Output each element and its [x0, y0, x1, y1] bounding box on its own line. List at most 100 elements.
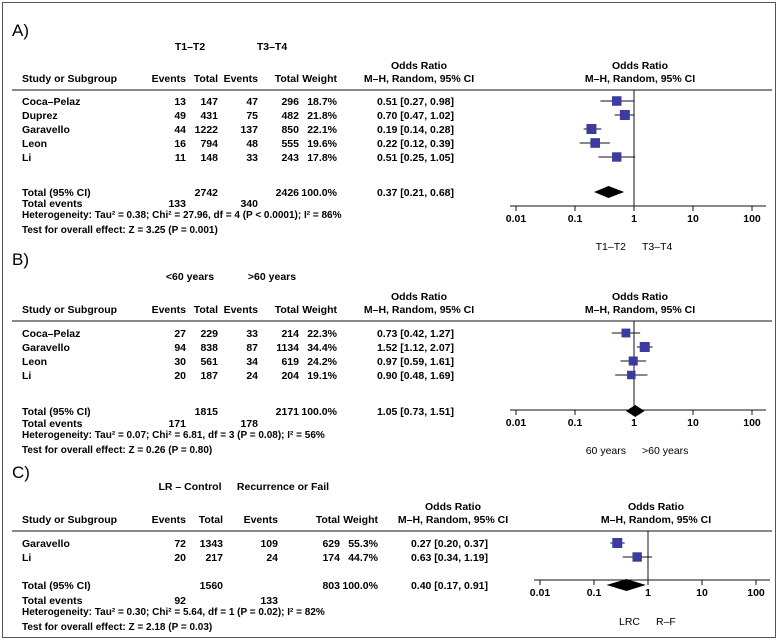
weight-value: 22.1% [307, 124, 337, 136]
study-odds-ratio-marker [612, 152, 622, 162]
study-odds-ratio-marker [632, 552, 642, 562]
study-odds-ratio-marker [612, 538, 623, 548]
favours-left-label: T1–T2 [596, 241, 627, 253]
heterogeneity-text: Heterogeneity: Tau² = 0.38; Chi² = 27.96… [22, 210, 342, 221]
study-odds-ratio-marker [586, 124, 597, 134]
method-heading: M–H, Random, 95% CI [398, 514, 508, 526]
total2-sum: 2171 [276, 406, 300, 418]
study-name: Duprez [22, 110, 58, 122]
favours-right-label: R–F [656, 616, 676, 628]
study-odds-ratio-marker [621, 328, 631, 338]
total-events2: 178 [240, 418, 258, 430]
x-tick-label: 0.1 [587, 587, 602, 599]
events2-value: 34 [246, 356, 258, 368]
group2-heading: Recurrence or Fail [237, 481, 329, 493]
pooled-estimate-diamond [625, 405, 645, 417]
total-events2: 340 [240, 198, 258, 210]
plot-title: Odds Ratio [628, 501, 684, 513]
events2-value: 47 [246, 96, 258, 108]
weight-value: 24.2% [307, 356, 337, 368]
total2-heading: Total [316, 514, 340, 526]
pooled-estimate-diamond [594, 186, 625, 198]
odds-ratio-heading: Odds Ratio [391, 291, 447, 303]
total1-sum: 1815 [195, 406, 219, 418]
group2-heading: T3–T4 [257, 41, 288, 53]
total2-value: 619 [281, 356, 299, 368]
odds-ratio-ci-value: 0.27 [0.20, 0.37] [411, 538, 488, 550]
total-events-label: Total events [22, 418, 83, 430]
weight-value: 18.7% [307, 96, 337, 108]
weight-value: 17.8% [307, 152, 337, 164]
odds-ratio-ci-value: 0.90 [0.48, 1.69] [377, 370, 454, 382]
events1-value: 20 [174, 370, 186, 382]
events1-value: 20 [174, 552, 186, 564]
events1-heading: Events [152, 304, 187, 316]
heterogeneity-text: Heterogeneity: Tau² = 0.07; Chi² = 6.81,… [22, 430, 325, 441]
odds-ratio-ci-value: 1.52 [1.12, 2.07] [377, 342, 454, 354]
total1-value: 187 [200, 370, 218, 382]
events2-value: 75 [246, 110, 258, 122]
weight-value: 22.3% [307, 328, 337, 340]
events2-value: 48 [246, 138, 258, 150]
plot-title: Odds Ratio [612, 291, 668, 303]
odds-ratio-ci-value: 0.70 [0.47, 1.02] [377, 110, 454, 122]
pooled-odds-ratio: 0.40 [0.17, 0.91] [411, 580, 488, 592]
study-name: Li [22, 552, 31, 564]
study-odds-ratio-marker [611, 96, 622, 106]
study-name: Leon [22, 138, 47, 150]
study-name: Garavello [22, 538, 70, 550]
total-events-label: Total events [22, 595, 83, 607]
events2-value: 137 [240, 124, 258, 136]
odds-ratio-ci-value: 0.51 [0.27, 0.98] [377, 96, 454, 108]
total1-heading: Total [194, 304, 218, 316]
odds-ratio-heading: Odds Ratio [425, 501, 481, 513]
total2-value: 243 [281, 152, 299, 164]
total2-value: 214 [281, 328, 299, 340]
method-heading: M–H, Random, 95% CI [364, 73, 474, 85]
total1-value: 217 [205, 552, 223, 564]
overall-effect-text: Test for overall effect: Z = 2.18 (P = 0… [22, 622, 212, 633]
x-tick-label: 100 [747, 587, 765, 599]
total1-sum: 2742 [195, 187, 219, 199]
weight-value: 21.8% [307, 110, 337, 122]
study-name: Leon [22, 356, 47, 368]
x-tick-label: 0.01 [506, 213, 527, 225]
study-name: Garavello [22, 124, 70, 136]
weight-value: 19.1% [307, 370, 337, 382]
total1-heading: Total [199, 514, 223, 526]
total2-heading: Total [275, 73, 299, 85]
events2-value: 33 [246, 152, 258, 164]
favours-left-label: LRC [619, 616, 640, 628]
weight-value: 55.3% [348, 538, 378, 550]
plot-method-heading: M–H, Random, 95% CI [585, 73, 695, 85]
events1-heading: Events [152, 73, 187, 85]
total2-heading: Total [275, 304, 299, 316]
total-label: Total (95% CI) [22, 406, 91, 418]
total1-value: 229 [200, 328, 218, 340]
group1-heading: LR – Control [159, 481, 222, 493]
study-column-heading: Study or Subgroup [22, 73, 117, 85]
events1-value: 49 [174, 110, 186, 122]
total1-value: 431 [200, 110, 218, 122]
odds-ratio-ci-value: 0.19 [0.14, 0.28] [377, 124, 454, 136]
events1-value: 94 [174, 342, 186, 354]
events2-value: 24 [266, 552, 278, 564]
total-events2: 133 [260, 595, 278, 607]
plot-method-heading: M–H, Random, 95% CI [585, 304, 695, 316]
overall-effect-text: Test for overall effect: Z = 0.26 (P = 0… [22, 445, 212, 456]
total-label: Total (95% CI) [22, 187, 91, 199]
total2-sum: 803 [322, 580, 340, 592]
forest-panel-3: C) LR – Control Recurrence or Fail Odds Rat… [12, 463, 772, 633]
plot-method-heading: M–H, Random, 95% CI [601, 514, 711, 526]
x-tick-label: 10 [687, 213, 699, 225]
weight-heading: Weight [343, 514, 378, 526]
total2-value: 174 [322, 552, 340, 564]
pooled-estimate-diamond [606, 579, 646, 591]
study-odds-ratio-marker [639, 342, 650, 352]
total-weight: 100.0% [301, 406, 337, 418]
x-tick-label: 1 [645, 587, 651, 599]
total1-value: 838 [200, 342, 218, 354]
total-events1: 92 [174, 595, 186, 607]
total1-value: 148 [200, 152, 218, 164]
